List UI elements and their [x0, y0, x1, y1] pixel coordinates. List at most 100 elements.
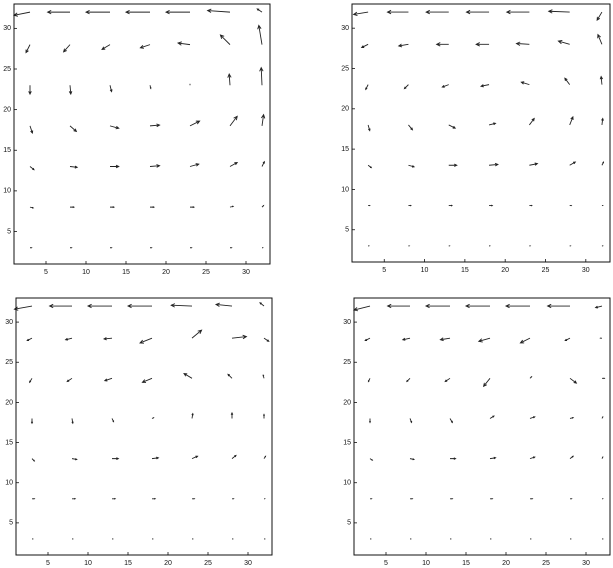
vector-arrow [103, 377, 113, 382]
vector-arrow [62, 44, 71, 53]
vector-arrow [139, 337, 153, 344]
vector-arrow [477, 337, 491, 343]
vector-arrow [464, 303, 490, 309]
vector-arrow [261, 204, 265, 208]
vector-arrow [149, 164, 161, 168]
vector-arrow [257, 24, 263, 45]
vector-arrow [406, 377, 411, 383]
vector-arrow [352, 11, 369, 17]
vector-arrow [13, 305, 33, 311]
vector-arrow [219, 34, 231, 45]
vector-arrow [546, 303, 570, 309]
y-tick-label: 15 [5, 439, 13, 446]
vector-arrow [176, 41, 191, 46]
vector-arrow [515, 41, 530, 46]
vector-arrow [230, 411, 234, 419]
vector-arrow [569, 377, 578, 384]
vector-arrow [69, 125, 78, 133]
vector-arrow [529, 416, 536, 419]
y-tick-label: 10 [341, 186, 349, 193]
vector-arrow [367, 378, 371, 383]
vector-arrow [408, 204, 412, 207]
vector-arrow [441, 84, 449, 88]
vector-arrow [489, 415, 495, 419]
vector-arrow [151, 417, 155, 419]
x-tick-label: 5 [384, 560, 388, 567]
vector-arrow [369, 458, 374, 461]
vector-arrow [262, 374, 265, 379]
vector-arrow [488, 122, 497, 126]
y-tick-label: 5 [7, 228, 11, 235]
vector-arrow [569, 115, 574, 126]
vector-arrow [367, 124, 371, 132]
vector-arrow [569, 455, 575, 459]
y-tick-label: 15 [341, 146, 349, 153]
y-tick-label: 5 [9, 520, 13, 527]
vector-arrow [596, 11, 603, 22]
vector-arrow [602, 377, 606, 380]
vector-arrow [597, 33, 603, 45]
axes-frame [351, 3, 611, 263]
vector-arrow [110, 164, 120, 169]
vector-arrow [261, 160, 265, 167]
vector-arrow [32, 498, 36, 500]
x-tick-label: 15 [461, 267, 469, 274]
vector-arrow [263, 455, 267, 459]
vector-arrow [439, 337, 451, 342]
x-tick-label: 15 [124, 560, 132, 567]
y-tick-label: 25 [5, 359, 13, 366]
y-tick-label: 5 [347, 520, 351, 527]
axes-frame [13, 3, 271, 265]
vector-arrow [110, 206, 116, 209]
vector-arrow [149, 85, 152, 90]
x-tick-label: 25 [542, 560, 550, 567]
vector-arrow [450, 457, 457, 460]
vector-arrow [86, 303, 112, 309]
y-tick-label: 10 [5, 480, 13, 487]
vector-arrow [489, 456, 497, 460]
vector-arrow [227, 73, 232, 86]
vector-arrow [191, 412, 194, 419]
vector-arrow [139, 44, 151, 49]
vector-arrow [448, 124, 457, 129]
vector-arrow [569, 416, 575, 419]
y-tick-label: 15 [3, 147, 11, 154]
vector-arrow [111, 418, 115, 423]
x-tick-label: 20 [162, 269, 170, 276]
vector-arrow [444, 377, 451, 383]
vector-arrow [29, 206, 35, 209]
vector-arrow [71, 458, 78, 461]
x-tick-label: 10 [84, 560, 92, 567]
vector-arrow [465, 9, 490, 15]
vector-arrow [183, 372, 193, 379]
vector-arrow [425, 9, 449, 15]
vector-arrow [386, 303, 410, 309]
vector-arrow [259, 66, 264, 86]
vector-arrow [25, 44, 31, 54]
vector-arrow [191, 329, 203, 339]
vector-arrow [164, 9, 190, 15]
vector-arrow [364, 337, 371, 342]
vector-arrow [409, 418, 413, 424]
vector-arrow [192, 498, 196, 500]
vector-arrow [450, 498, 454, 500]
vector-arrow [489, 204, 494, 207]
vector-arrow [28, 85, 32, 96]
vector-arrow [435, 42, 449, 47]
vector-arrow [141, 377, 153, 383]
y-tick-label: 15 [343, 439, 351, 446]
vector-arrow [170, 303, 193, 308]
vector-arrow [70, 206, 76, 209]
vector-arrow [29, 378, 33, 384]
vector-arrow [529, 375, 533, 379]
x-tick-label: 30 [242, 269, 250, 276]
vector-arrow [189, 120, 201, 127]
vector-arrow [64, 337, 73, 341]
vector-arrow [149, 123, 161, 128]
vector-arrow [557, 39, 570, 45]
vector-arrow [102, 337, 113, 341]
vector-arrow [365, 84, 369, 91]
vector-arrow [46, 9, 70, 15]
vector-arrow [262, 413, 266, 419]
